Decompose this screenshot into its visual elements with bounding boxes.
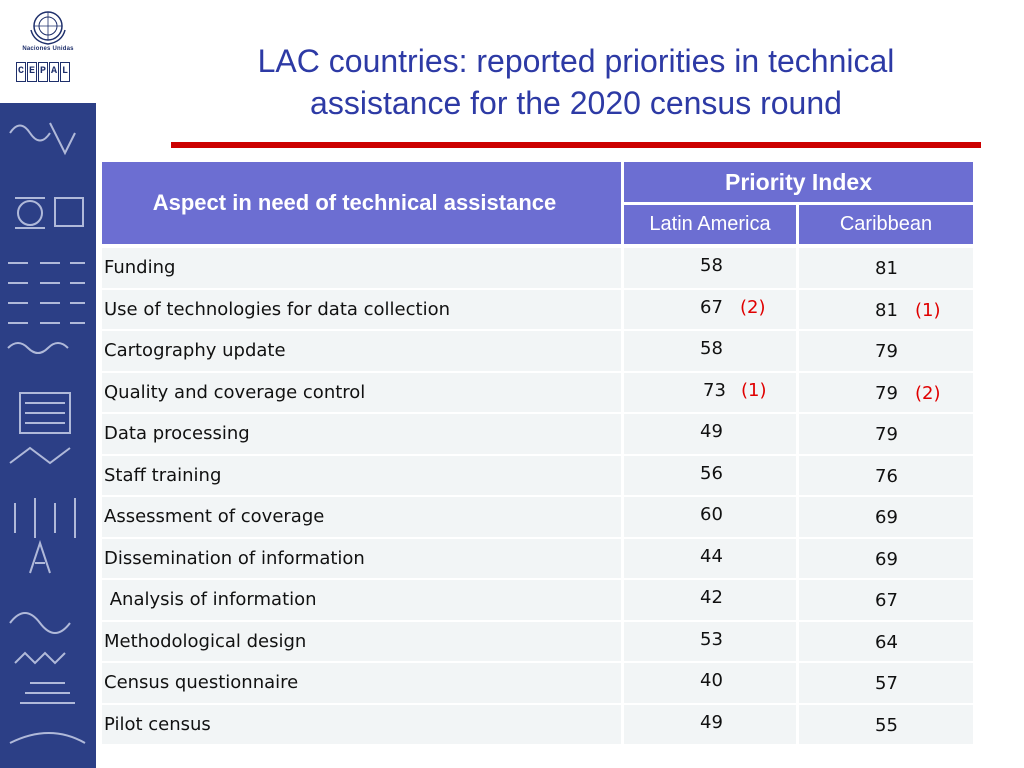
aspect-cell: Assessment of coverage [102, 497, 621, 537]
aspect-cell: Dissemination of information [102, 538, 621, 578]
table-body: Funding 58 81 Use of technologies for data … [102, 248, 973, 744]
caribbean-value: 79 [875, 382, 898, 404]
latin-america-value: 56 [700, 462, 723, 484]
latin-america-value: 40 [700, 670, 723, 691]
aspect-cell: Analysis of information [102, 580, 621, 620]
cepal-wordmark: C E P A L [16, 62, 70, 82]
title-line-2: assistance for the 2020 census round [310, 85, 842, 121]
petroglyph-pattern-icon [7, 122, 86, 744]
table-row: Census questionnaire 40 57 [102, 663, 973, 703]
table-row: Methodological design 53 64 [102, 621, 973, 661]
table-row: Analysis of information 42 67 [102, 580, 973, 620]
latin-america-cell: 40 [624, 663, 796, 703]
latin-america-value: 58 [700, 255, 723, 276]
caribbean-cell: 69 [799, 497, 973, 537]
latin-america-cell: 53 [624, 621, 796, 661]
caribbean-value: 69 [875, 507, 898, 528]
aspect-cell: Quality and coverage control [102, 372, 621, 412]
latin-america-value: 67 [700, 296, 723, 318]
cepal-logo: Naciones Unidas C E P A L [0, 0, 96, 103]
aspect-cell: Pilot census [102, 704, 621, 744]
latin-america-cell: 44 [624, 538, 796, 578]
table-row: Quality and coverage control 73 (1) 79 (2) [102, 372, 973, 412]
latin-america-cell: 49 [624, 704, 796, 744]
latin-america-cell: 58 [624, 331, 796, 371]
caribbean-value: 79 [875, 424, 898, 445]
aspect-cell: Methodological design [102, 621, 621, 661]
table-row: Funding 58 81 [102, 248, 973, 288]
caribbean-value: 55 [875, 714, 898, 736]
aspect-cell: Staff training [102, 455, 621, 495]
latin-america-cell: 56 [624, 455, 796, 495]
aspect-cell: Funding [102, 248, 621, 288]
latin-america-rank: (1) [741, 379, 767, 401]
caribbean-value: 76 [875, 465, 898, 487]
table-row: Staff training 56 76 [102, 455, 973, 495]
table-row: Pilot census 49 55 [102, 704, 973, 744]
latin-america-cell: 60 [624, 497, 796, 537]
aspect-cell: Use of technologies for data collection [102, 289, 621, 329]
caribbean-cell: 76 [799, 455, 973, 495]
latin-america-value: 42 [700, 587, 723, 608]
header-priority-index: Priority Index [624, 162, 973, 202]
caribbean-value: 81 [875, 299, 898, 321]
latin-america-cell: 42 [624, 580, 796, 620]
caribbean-value: 57 [875, 673, 898, 694]
caribbean-cell: 64 [799, 621, 973, 661]
caribbean-value: 69 [875, 548, 898, 570]
latin-america-value: 60 [700, 504, 723, 525]
table-row: Use of technologies for data collection 6… [102, 289, 973, 329]
caribbean-cell: 55 [799, 704, 973, 744]
caribbean-value: 67 [875, 590, 898, 611]
latin-america-value: 73 [703, 379, 726, 401]
table-row: Assessment of coverage 60 69 [102, 497, 973, 537]
header-aspect: Aspect in need of technical assistance [102, 162, 621, 244]
table-row: Dissemination of information 44 69 [102, 538, 973, 578]
latin-america-cell: 58 [624, 248, 796, 288]
latin-america-value: 44 [700, 545, 723, 567]
decorative-side-band [0, 103, 96, 768]
caribbean-value: 81 [875, 258, 898, 279]
aspect-cell: Data processing [102, 414, 621, 454]
caribbean-rank: (1) [915, 299, 941, 321]
latin-america-value: 49 [700, 711, 723, 733]
caribbean-cell: 57 [799, 663, 973, 703]
caribbean-cell: 67 [799, 580, 973, 620]
table-row: Cartography update 58 79 [102, 331, 973, 371]
latin-america-rank: (2) [740, 296, 766, 318]
caribbean-cell: 69 [799, 538, 973, 578]
aspect-cell: Cartography update [102, 331, 621, 371]
caribbean-cell: 79 [799, 414, 973, 454]
caribbean-value: 64 [875, 631, 898, 653]
un-emblem-icon [30, 11, 66, 45]
latin-america-cell: 67 (2) [624, 289, 796, 329]
title-underline [171, 142, 981, 148]
un-org-text: Naciones Unidas [22, 46, 74, 52]
aspect-cell: Census questionnaire [102, 663, 621, 703]
caribbean-rank: (2) [915, 382, 941, 404]
caribbean-cell: 81 (1) [799, 289, 973, 329]
latin-america-value: 53 [700, 628, 723, 650]
table-header: Aspect in need of technical assistance P… [102, 162, 973, 244]
latin-america-cell: 73 (1) [624, 372, 796, 412]
latin-america-value: 49 [700, 421, 723, 442]
latin-america-value: 58 [700, 338, 723, 359]
caribbean-value: 79 [875, 341, 898, 362]
caribbean-cell: 79 [799, 331, 973, 371]
header-caribbean: Caribbean [799, 205, 973, 244]
caribbean-cell: 79 (2) [799, 372, 973, 412]
header-latin-america: Latin America [624, 205, 796, 244]
caribbean-cell: 81 [799, 248, 973, 288]
page-title: LAC countries: reported priorities in te… [170, 40, 982, 124]
table-row: Data processing 49 79 [102, 414, 973, 454]
priorities-table: Aspect in need of technical assistance P… [102, 162, 973, 746]
title-line-1: LAC countries: reported priorities in te… [257, 43, 895, 79]
latin-america-cell: 49 [624, 414, 796, 454]
